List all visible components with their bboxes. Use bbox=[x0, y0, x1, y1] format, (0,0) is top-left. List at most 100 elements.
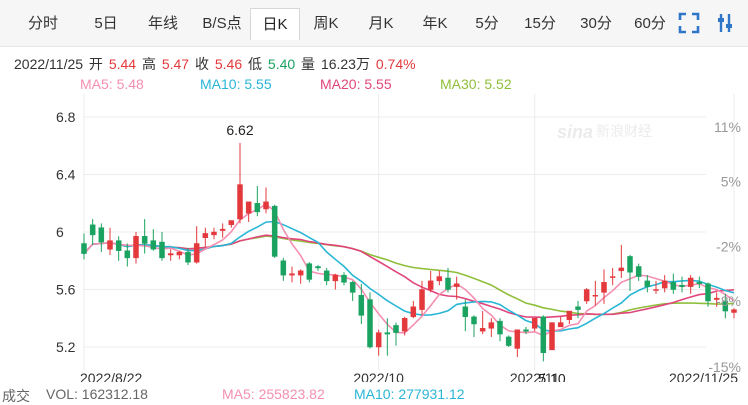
watermark-name: 新浪财经 bbox=[596, 124, 652, 140]
candle bbox=[583, 288, 590, 304]
candle-body bbox=[107, 240, 113, 250]
candle bbox=[592, 280, 599, 306]
period-tab-bar: 分时 5日 年线 B/S点 日K 周K 月K 年K 5分 15分 30分 60分 bbox=[0, 0, 748, 47]
tab-5min[interactable]: 5分 bbox=[475, 15, 499, 32]
tab-5day[interactable]: 5日 bbox=[94, 15, 118, 32]
low-value: 5.40 bbox=[267, 56, 296, 72]
candle bbox=[81, 233, 87, 260]
candle-body bbox=[583, 289, 590, 302]
candle-body bbox=[731, 309, 737, 313]
candle-body bbox=[488, 322, 495, 329]
candle-body bbox=[609, 276, 616, 278]
candle bbox=[453, 276, 460, 300]
candle-body bbox=[471, 316, 477, 325]
tab-monthly-k[interactable]: 月K bbox=[368, 15, 394, 32]
tab-30min[interactable]: 30分 bbox=[580, 15, 612, 32]
candle-body bbox=[644, 280, 651, 287]
candle bbox=[375, 329, 382, 356]
high-label: 高 bbox=[141, 56, 156, 72]
tab-60min[interactable]: 60分 bbox=[634, 15, 666, 32]
tab-intraday[interactable]: 分时 bbox=[27, 15, 58, 32]
candle-body bbox=[375, 332, 382, 348]
candle-body bbox=[436, 276, 443, 282]
candle bbox=[167, 249, 174, 261]
fullscreen-icon[interactable] bbox=[678, 12, 700, 34]
candle bbox=[185, 247, 191, 266]
extreme-price-label: 5.10 bbox=[538, 370, 565, 382]
candle bbox=[731, 308, 737, 319]
date-tick-label: 2022/11 bbox=[510, 370, 560, 382]
candle-body bbox=[601, 282, 607, 293]
candle-body bbox=[401, 318, 408, 332]
candle bbox=[245, 201, 252, 222]
tab-buy-sell-points[interactable]: B/S点 bbox=[202, 15, 242, 32]
settings-icon[interactable] bbox=[717, 12, 733, 34]
candle bbox=[341, 272, 347, 286]
percent-tick-label: 11% bbox=[714, 119, 741, 135]
candle bbox=[358, 283, 365, 324]
candle bbox=[531, 318, 538, 332]
candle bbox=[566, 310, 573, 324]
candle bbox=[219, 223, 226, 238]
candle bbox=[436, 270, 443, 286]
candle bbox=[687, 275, 694, 294]
candle bbox=[679, 276, 685, 293]
candle bbox=[384, 318, 391, 356]
candle bbox=[419, 280, 425, 316]
candle-body bbox=[661, 280, 668, 289]
candle bbox=[514, 329, 521, 358]
candle bbox=[505, 335, 512, 347]
candle bbox=[488, 318, 495, 337]
tab-15min[interactable]: 15分 bbox=[524, 15, 556, 32]
candle bbox=[523, 326, 529, 335]
tab-daily-k[interactable]: 日K bbox=[250, 8, 300, 40]
price-tick-label: 5.2 bbox=[56, 339, 76, 355]
candle-body bbox=[341, 274, 347, 283]
price-axis: 6.8 6.4 6 5.6 5.2 bbox=[56, 109, 76, 355]
candle-body bbox=[306, 263, 313, 280]
change-percent: 0.74% bbox=[375, 56, 416, 72]
candle-body bbox=[722, 300, 729, 312]
low-label: 低 bbox=[248, 56, 263, 72]
candle bbox=[713, 292, 720, 307]
candle-body bbox=[237, 184, 243, 220]
volume-ma5: MA5: 255823.82 bbox=[222, 386, 325, 402]
tab-yearly-k[interactable]: 年K bbox=[422, 15, 448, 32]
candle bbox=[115, 236, 122, 261]
tab-weekly-k[interactable]: 周K bbox=[313, 15, 339, 32]
candle-body bbox=[557, 322, 564, 328]
candle-body bbox=[219, 228, 226, 231]
ma10-legend: MA10: 5.55 bbox=[200, 76, 272, 92]
candle bbox=[410, 301, 417, 319]
candle bbox=[462, 299, 469, 332]
candle-body bbox=[167, 253, 174, 256]
candle bbox=[557, 316, 564, 328]
ma20-line bbox=[83, 234, 735, 319]
price-annotations: 6.62 5.10 bbox=[226, 122, 565, 382]
candle bbox=[176, 250, 183, 260]
kline-chart[interactable]: sina 新浪财经 6.86.465.65.2 11%5%-2%-8%-15% … bbox=[0, 90, 748, 382]
candle-body bbox=[81, 243, 87, 254]
candle bbox=[306, 262, 313, 283]
sina-finance-watermark: sina 新浪财经 bbox=[557, 122, 652, 142]
candle bbox=[263, 187, 269, 214]
candle-body bbox=[141, 236, 148, 244]
candle-body bbox=[263, 201, 269, 210]
candle-body bbox=[115, 240, 122, 251]
candle-body bbox=[653, 289, 659, 291]
candle-body bbox=[705, 283, 711, 302]
candle-body bbox=[254, 203, 261, 213]
candle-body bbox=[523, 329, 529, 332]
candle bbox=[289, 266, 295, 283]
ma5-line bbox=[83, 203, 735, 337]
candle-body bbox=[193, 243, 200, 263]
tab-year-line[interactable]: 年线 bbox=[147, 15, 178, 32]
watermark-brand: sina bbox=[557, 122, 593, 142]
candle-body bbox=[505, 336, 512, 346]
candle bbox=[349, 280, 356, 301]
candle-body bbox=[98, 227, 105, 243]
candle bbox=[471, 315, 477, 337]
candle bbox=[124, 243, 131, 267]
candle bbox=[280, 257, 287, 281]
ma10-line bbox=[83, 220, 735, 332]
